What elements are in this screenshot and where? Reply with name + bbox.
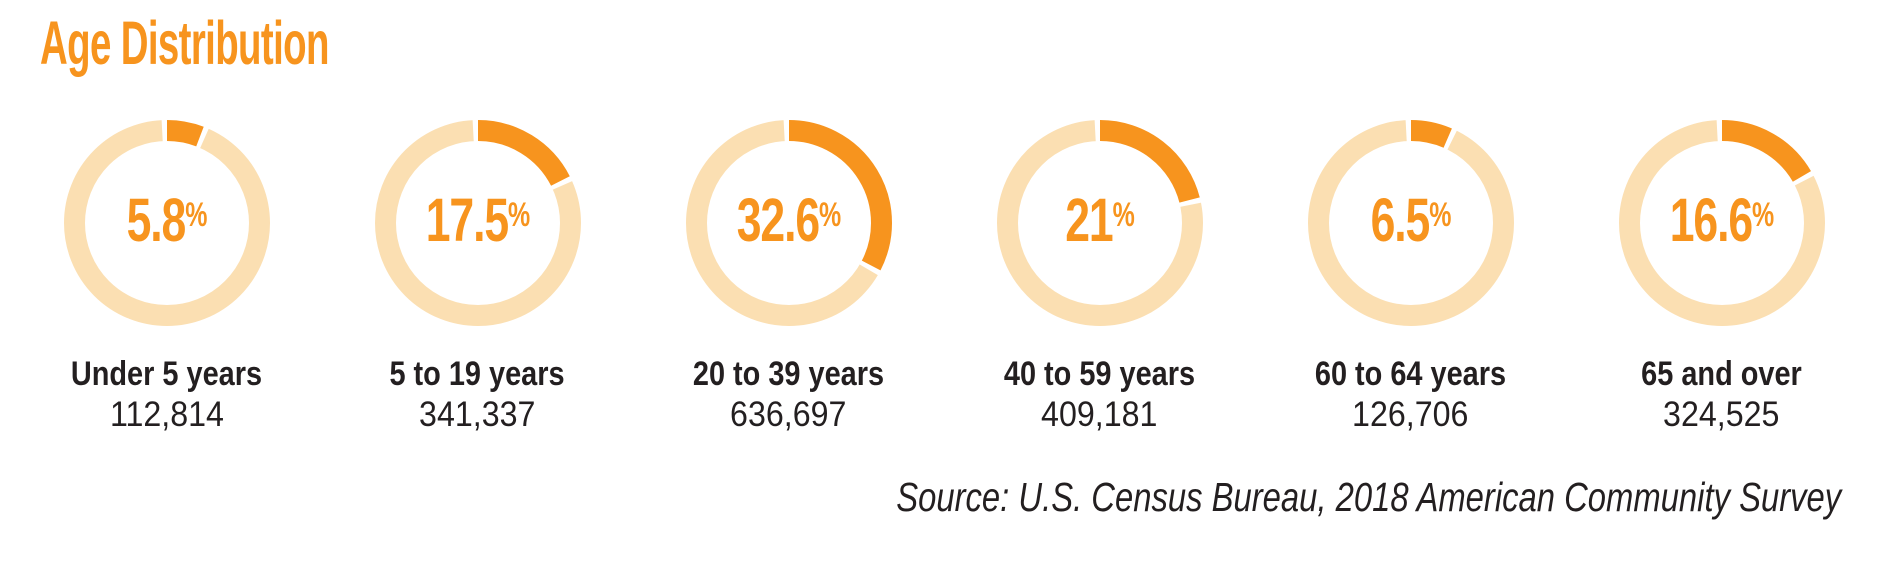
- category-label: 20 to 39 years: [692, 355, 885, 393]
- donut-ring-40-to-59: [996, 120, 1203, 326]
- age-group-under-5: 5.8% Under 5 years 112,814: [11, 120, 322, 435]
- percentage-label: 21%: [1064, 186, 1135, 255]
- page-title: Age Distribution: [40, 9, 329, 77]
- percent-sign: %: [1112, 195, 1135, 234]
- age-group-60-to-64: 6.5% 60 to 64 years 126,706: [1255, 120, 1566, 435]
- donut-chart-60-to-64: 6.5%: [1307, 120, 1514, 326]
- category-label: Under 5 years: [70, 355, 263, 393]
- donut-chart-20-to-39: 32.6%: [685, 120, 892, 326]
- donut-chart-5-to-19: 17.5%: [374, 120, 581, 326]
- age-group-20-to-39: 32.6% 20 to 39 years 636,697: [633, 120, 944, 435]
- percentage-label: 16.6%: [1669, 186, 1774, 255]
- percent-sign: %: [1428, 195, 1451, 234]
- percentage-label: 17.5%: [425, 186, 530, 255]
- category-label: 5 to 19 years: [389, 355, 566, 393]
- population-count: 409,181: [1041, 395, 1158, 435]
- donut-ring-60-to-64: [1307, 120, 1514, 326]
- donut-chart-row: 5.8% Under 5 years 112,814 17.5% 5 to 19…: [11, 120, 1877, 435]
- population-count: 126,706: [1352, 395, 1469, 435]
- percentage-label: 6.5%: [1370, 186, 1451, 255]
- percent-sign: %: [1751, 195, 1774, 234]
- population-count: 112,814: [109, 395, 224, 435]
- donut-chart-under-5: 5.8%: [63, 120, 270, 326]
- population-count: 636,697: [730, 395, 847, 435]
- age-group-65-and-over: 16.6% 65 and over 324,525: [1566, 120, 1877, 435]
- donut-ring-under-5: [63, 120, 270, 326]
- donut-ring-65-and-over: [1618, 120, 1825, 326]
- donut-chart-65-and-over: 16.6%: [1618, 120, 1825, 326]
- percent-sign: %: [818, 195, 841, 234]
- population-count: 324,525: [1663, 395, 1780, 435]
- donut-chart-40-to-59: 21%: [996, 120, 1203, 326]
- category-label: 60 to 64 years: [1314, 355, 1507, 393]
- donut-ring-20-to-39: [685, 120, 892, 326]
- category-label: 40 to 59 years: [1003, 355, 1196, 393]
- percentage-label: 5.8%: [126, 186, 207, 255]
- age-group-5-to-19: 17.5% 5 to 19 years 341,337: [322, 120, 633, 435]
- category-label: 65 and over: [1641, 355, 1802, 393]
- source-attribution: Source: U.S. Census Bureau, 2018 America…: [896, 474, 1841, 520]
- age-group-40-to-59: 21% 40 to 59 years 409,181: [944, 120, 1255, 435]
- donut-ring-5-to-19: [374, 120, 581, 326]
- percent-sign: %: [184, 195, 207, 234]
- population-count: 341,337: [419, 395, 536, 435]
- percent-sign: %: [507, 195, 530, 234]
- percentage-label: 32.6%: [736, 186, 841, 255]
